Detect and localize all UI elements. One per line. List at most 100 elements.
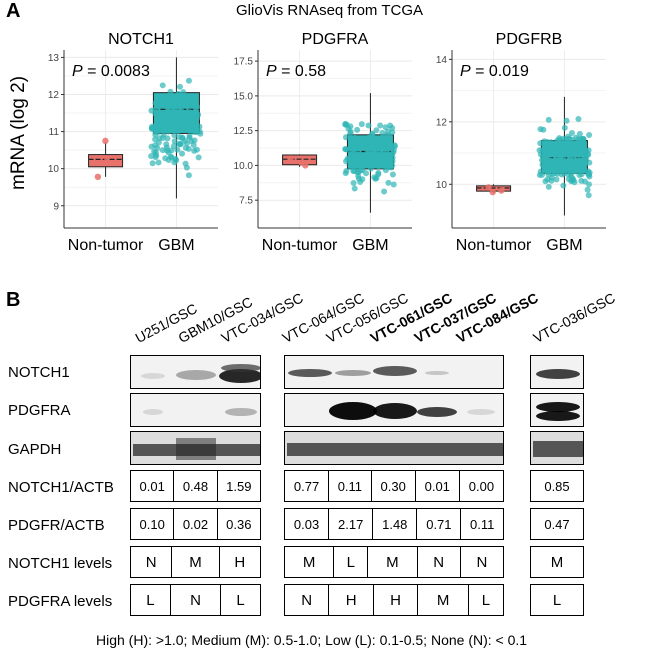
cell: N [169,584,222,616]
row-label-pdgfra-levels: PDGFRA levels [8,593,113,610]
data-point [575,139,582,146]
table-pdgfra-levels-group3: L [530,584,584,616]
blot-gapdh-group2-bands [287,443,503,456]
cell: N [283,584,330,616]
p-value: P = 0.0083 [72,63,150,80]
data-point [361,143,368,150]
y-tick-label: 12 [48,90,60,101]
data-point [177,121,184,128]
data-point [356,145,363,152]
data-point [354,126,361,133]
data-point [537,126,544,133]
table-notch1-levels-group3: M [530,546,584,578]
data-point [545,116,552,123]
boxplot-pdgfra-svg: PDGFRA 7.5 10.0 12.5 15.0 17.5 P = 0.58 Non-tum… [234,31,412,254]
data-point [573,143,580,150]
data-point [372,148,379,155]
data-point [196,123,203,130]
x-tick-label: Non-tumor [262,237,338,254]
blot-notch1-group3-bands [536,369,580,379]
boxplot-pdgfrb: PDGFRB 10 12 14 P = 0.019 Non-tumor GBM [416,28,616,278]
plot-title: PDGFRB [496,31,563,48]
data-point [186,101,193,108]
data-point [585,192,592,199]
cell: 0.71 [416,508,462,540]
data-point [94,173,102,181]
data-point [586,131,593,138]
data-point [164,135,171,142]
data-point [343,158,350,165]
cell: 0.36 [216,508,262,540]
table-notch1-actb-group1: 0.01 0.48 1.59 [129,470,262,502]
data-point [560,135,567,142]
data-point [485,184,492,191]
data-point [182,93,189,100]
table-pdgfr-actb-group2: 0.03 2.17 1.48 0.71 0.11 [283,508,504,540]
data-point [192,108,199,115]
data-point [342,146,349,153]
cell: M [367,546,418,578]
data-point [174,107,181,114]
row-label-pdgfra: PDGFRA [8,402,71,419]
y-tick-label: 17.5 [234,57,254,68]
p-value-symbol: P [460,63,471,80]
data-point [536,172,543,179]
data-point [350,179,357,186]
data-point [570,177,577,184]
cell: 1.59 [216,470,262,502]
blot-gapdh-group1 [130,431,261,465]
y-tick-label: 14 [436,55,448,66]
row-label-notch1-actb: NOTCH1/ACTB [8,479,114,496]
data-point [154,129,161,136]
data-point [379,130,386,137]
data-point [554,146,561,153]
data-point [176,140,183,147]
y-tick-label: 12 [436,117,448,128]
data-point [351,168,358,175]
data-point [177,115,184,122]
y-tick-label: 10.0 [234,161,254,172]
row-label-notch1-levels: NOTCH1 levels [8,555,113,572]
data-point [152,105,159,112]
data-point [560,182,567,189]
boxplot-pdgfra: PDGFRA 7.5 10.0 12.5 15.0 17.5 P = 0.58 Non-tum… [222,28,422,278]
data-point [567,170,574,177]
y-tick-label: 12.5 [234,126,254,137]
data-point [353,138,360,145]
data-point [347,130,354,137]
y-axis-label: mRNA (log 2) [8,76,29,190]
x-tick-label: Non-tumor [456,237,532,254]
data-point [548,166,555,173]
data-point [165,95,172,102]
cell: L [467,584,505,616]
cell: 0.01 [129,470,175,502]
data-point [302,162,309,169]
data-point [193,146,200,153]
data-point [369,153,376,160]
cell: H [372,584,419,616]
data-point [582,154,589,161]
x-tick-label: GBM [352,237,388,254]
data-point [159,82,166,89]
x-tick-label: GBM [158,237,194,254]
data-point [103,158,110,165]
data-point [149,160,156,167]
blot-pdgfra-group2-bands [329,402,495,420]
data-point [568,129,575,136]
x-tick-label: Non-tumor [68,237,144,254]
cell: 0.10 [129,508,175,540]
data-point [561,142,568,149]
data-point [170,97,177,104]
data-point [152,149,159,156]
data-point [180,89,187,96]
cell: H [218,546,262,578]
data-point [102,137,109,145]
data-point [383,146,390,153]
data-point [372,175,379,182]
data-point [377,146,384,153]
data-point [367,148,374,155]
y-tick-label: 10 [436,180,448,191]
data-point [575,115,582,122]
plot-title: PDGFRA [302,31,369,48]
